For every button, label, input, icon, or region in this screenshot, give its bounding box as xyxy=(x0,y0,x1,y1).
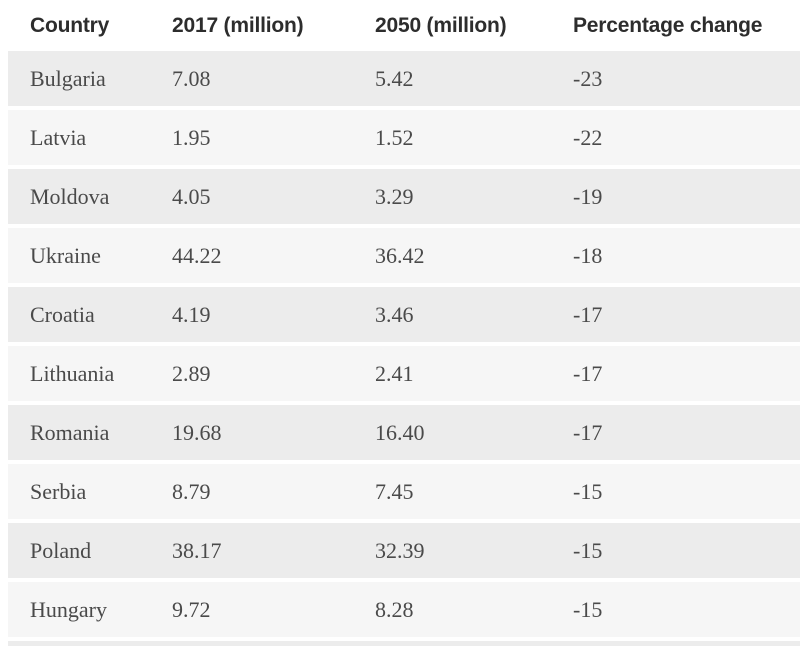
cell-2017: 2.89 xyxy=(172,360,211,386)
cell-2017: 7.08 xyxy=(172,65,211,91)
cell-2050: 5.42 xyxy=(375,65,414,91)
table-row: Ukraine 44.22 36.42 -18 xyxy=(8,228,800,283)
cell-percentage-change: -15 xyxy=(573,537,603,563)
cell-2017: 9.72 xyxy=(172,596,211,622)
table-row: Lithuania 2.89 2.41 -17 xyxy=(8,346,800,401)
cell-country: Romania xyxy=(30,419,110,445)
next-row-sliver xyxy=(8,641,800,646)
cell-country: Latvia xyxy=(30,124,87,150)
cell-2050: 36.42 xyxy=(375,242,425,268)
cell-country: Croatia xyxy=(30,301,95,327)
cell-2050: 7.45 xyxy=(375,478,414,504)
cell-country: Moldova xyxy=(30,183,110,209)
table-row: Serbia 8.79 7.45 -15 xyxy=(8,464,800,519)
cell-percentage-change: -23 xyxy=(573,65,603,91)
cell-2050: 3.29 xyxy=(375,183,414,209)
table-row: Romania 19.68 16.40 -17 xyxy=(8,405,800,460)
cell-country: Ukraine xyxy=(30,242,101,268)
cell-country: Lithuania xyxy=(30,360,115,386)
cell-2050: 32.39 xyxy=(375,537,425,563)
cell-2017: 8.79 xyxy=(172,478,211,504)
table-row: Bulgaria 7.08 5.42 -23 xyxy=(8,51,800,106)
cell-2050: 2.41 xyxy=(375,360,414,386)
cell-percentage-change: -19 xyxy=(573,183,603,209)
column-header-2050: 2050 (million) xyxy=(375,13,507,37)
column-header-2017: 2017 (million) xyxy=(172,13,304,37)
cell-country: Bulgaria xyxy=(30,65,106,91)
cell-2017: 4.19 xyxy=(172,301,211,327)
cell-country: Hungary xyxy=(30,596,107,622)
cell-percentage-change: -17 xyxy=(573,301,603,327)
column-header-country: Country xyxy=(30,13,110,37)
cell-country: Serbia xyxy=(30,478,87,504)
cell-2050: 3.46 xyxy=(375,301,414,327)
cell-2017: 4.05 xyxy=(172,183,211,209)
table-body: Bulgaria 7.08 5.42 -23 Latvia 1.95 1.52 -22 Mold… xyxy=(8,51,800,637)
cell-2050: 1.52 xyxy=(375,124,414,150)
cell-2017: 19.68 xyxy=(172,419,222,445)
table-header-row: Country 2017 (million) 2050 (million) Pe… xyxy=(8,0,800,51)
table-row: Poland 38.17 32.39 -15 xyxy=(8,523,800,578)
table-row: Latvia 1.95 1.52 -22 xyxy=(8,110,800,165)
cell-percentage-change: -15 xyxy=(573,478,603,504)
cell-2017: 44.22 xyxy=(172,242,222,268)
cell-percentage-change: -17 xyxy=(573,360,603,386)
cell-country: Poland xyxy=(30,537,92,563)
cell-2050: 16.40 xyxy=(375,419,425,445)
cell-2017: 1.95 xyxy=(172,124,211,150)
cell-2017: 38.17 xyxy=(172,537,222,563)
table-row: Croatia 4.19 3.46 -17 xyxy=(8,287,800,342)
table-row: Moldova 4.05 3.29 -19 xyxy=(8,169,800,224)
cell-percentage-change: -18 xyxy=(573,242,603,268)
column-header-percentage-change: Percentage change xyxy=(573,13,763,37)
cell-2050: 8.28 xyxy=(375,596,414,622)
cell-percentage-change: -17 xyxy=(573,419,603,445)
cell-percentage-change: -15 xyxy=(573,596,603,622)
table-row: Hungary 9.72 8.28 -15 xyxy=(8,582,800,637)
cell-percentage-change: -22 xyxy=(573,124,603,150)
